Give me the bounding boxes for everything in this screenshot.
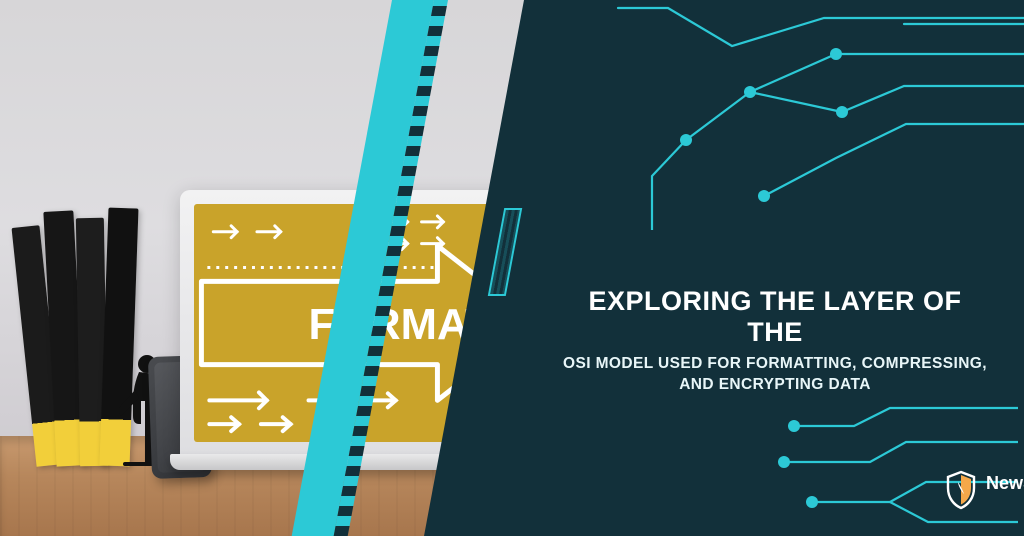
headline-title: EXPLORING THE LAYER OF THE (560, 286, 990, 348)
headline-block: EXPLORING THE LAYER OF THE OSI MODEL USE… (560, 286, 990, 396)
brand-tagline: Security Apps (986, 493, 1024, 506)
circuit-lines-bottom (758, 396, 1018, 536)
book-stack (24, 206, 159, 466)
infographic-canvas: FORMAT EXPLORING THE LAYER OF THE OSI MO… (0, 0, 1024, 536)
brand-text: NewSoftwares.net Security Apps (986, 474, 1024, 505)
brand-name-main: NewSoftwares (986, 473, 1024, 493)
circuit-lines-top (604, 0, 1024, 230)
headline-subtitle: OSI MODEL USED FOR FORMATTING, COMPRESSI… (560, 354, 990, 396)
brand-logo-block: NewSoftwares.net Security Apps (944, 470, 1024, 510)
shield-icon (944, 470, 978, 510)
